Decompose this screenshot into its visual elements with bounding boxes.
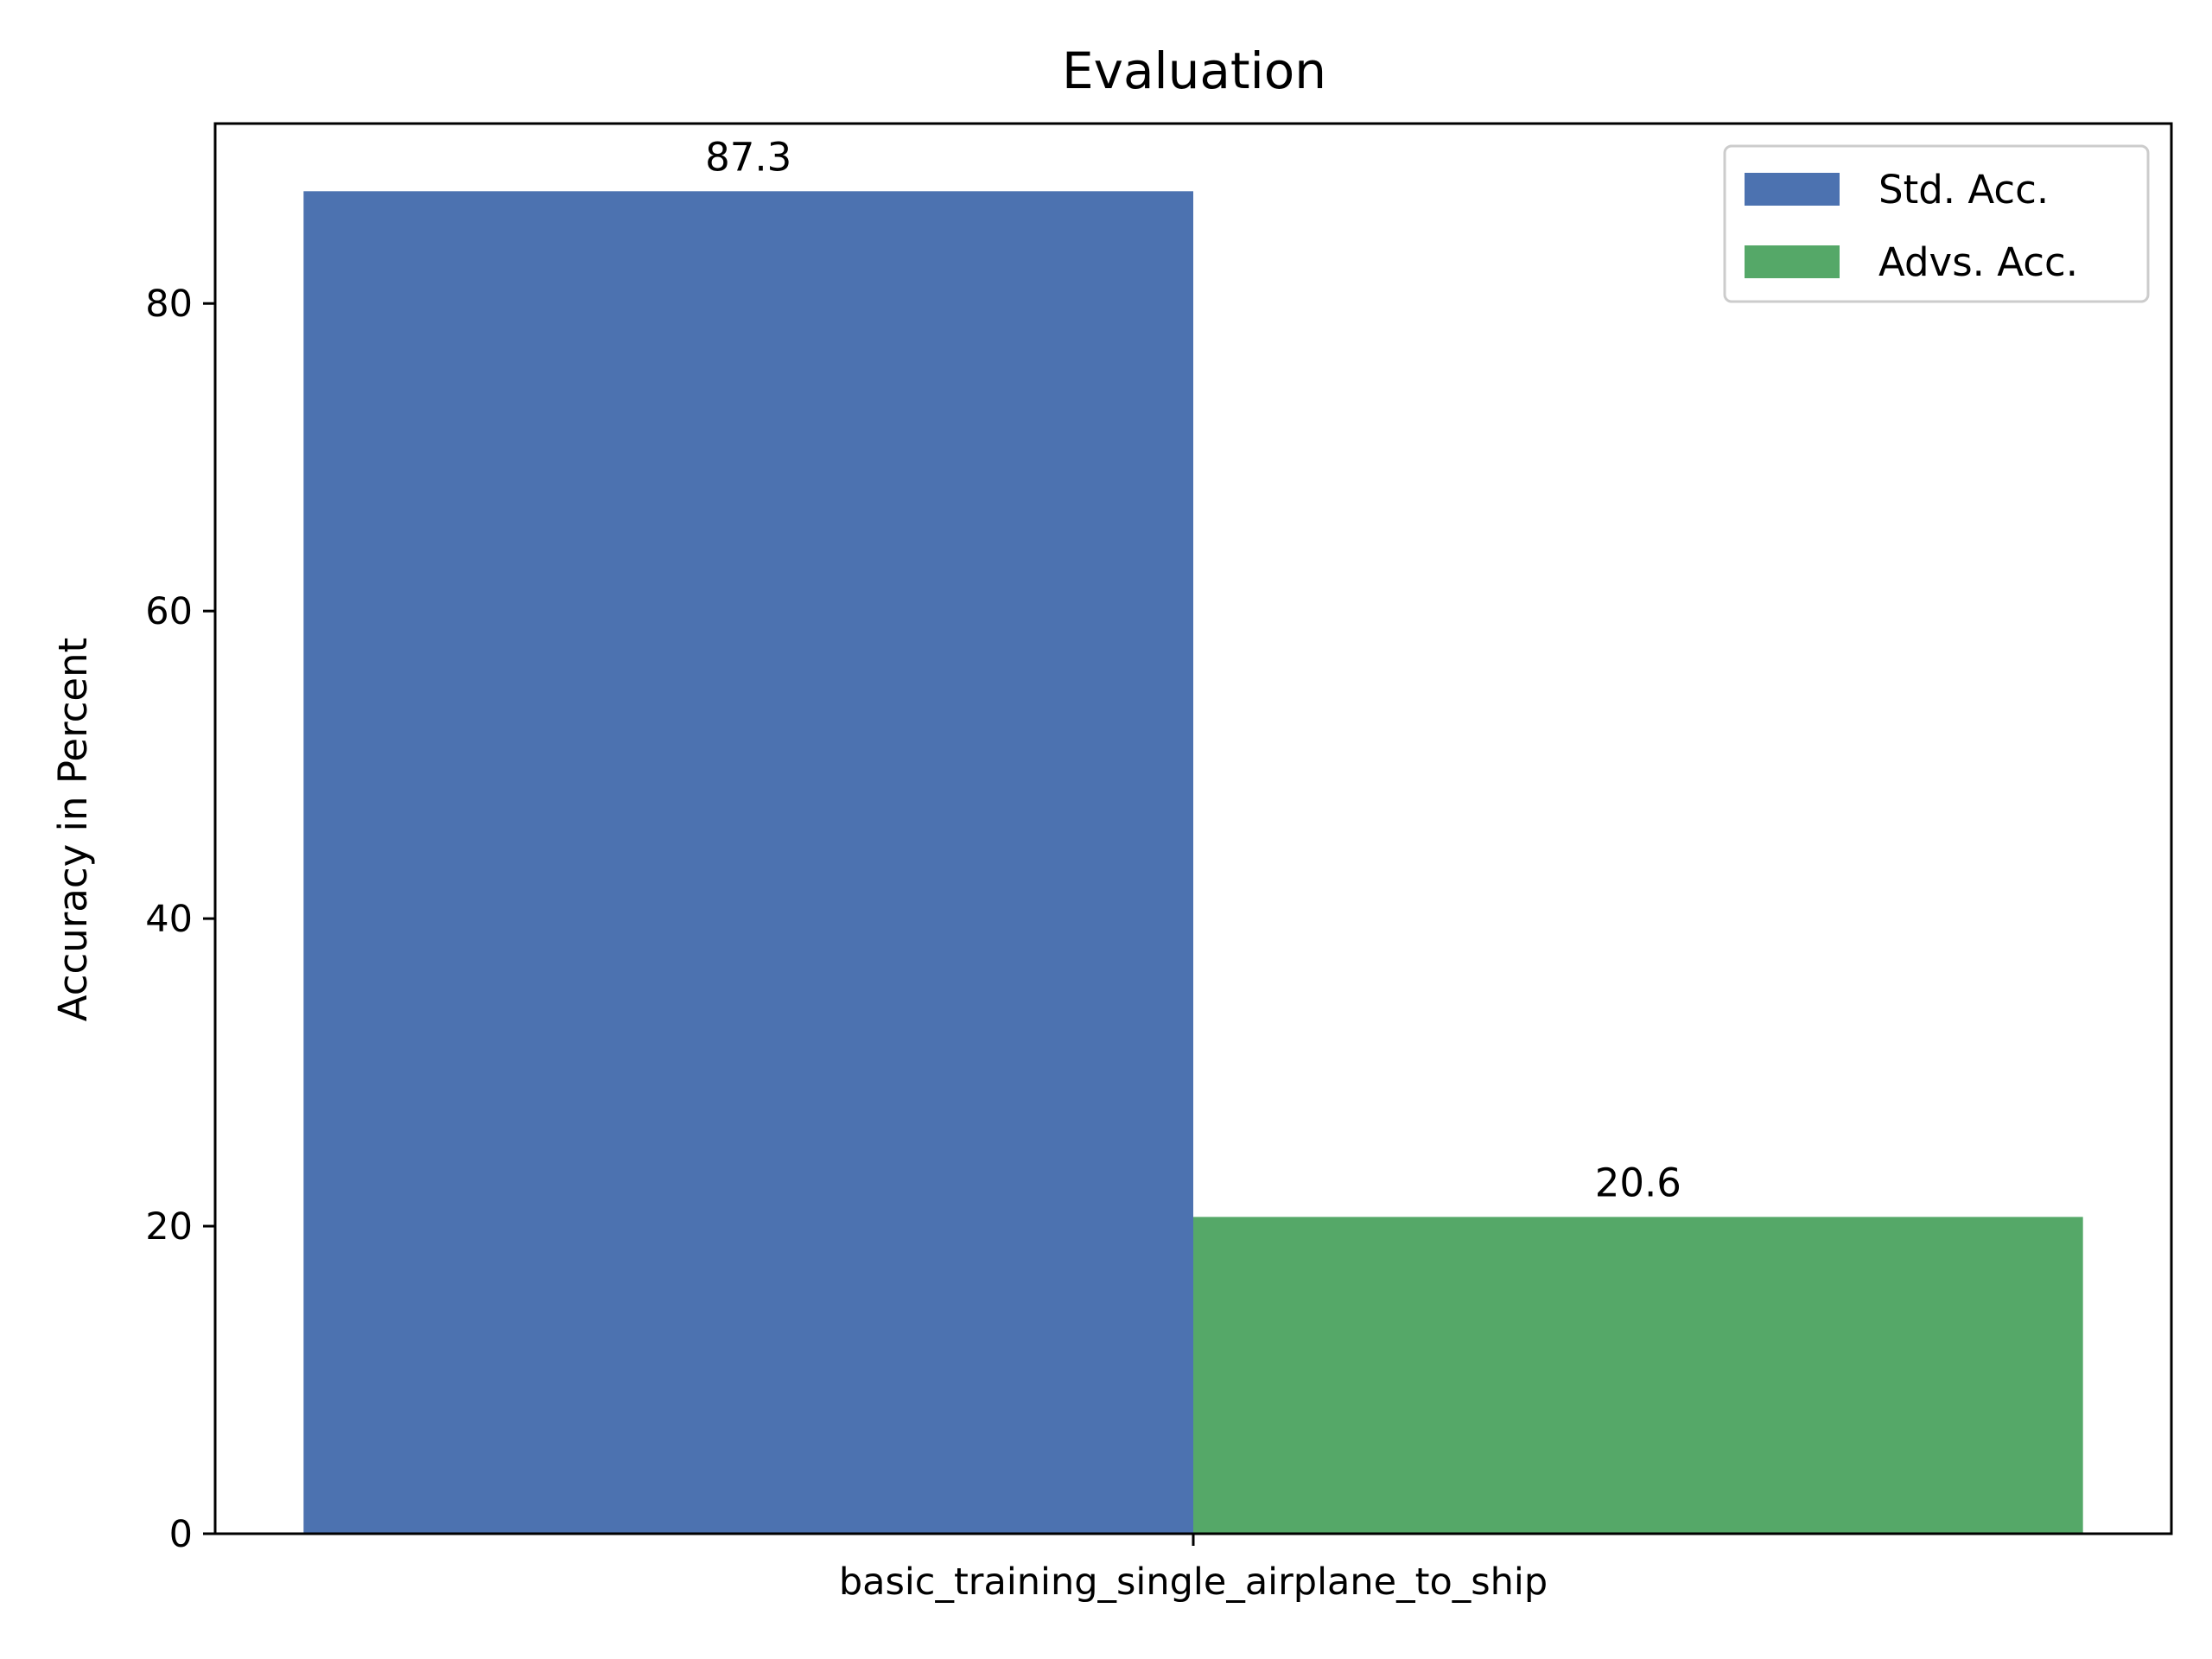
legend-label-1: Advs. Acc. <box>1878 239 2078 285</box>
y-axis: 0 20 40 60 80 <box>145 283 215 1556</box>
legend-swatch-1 <box>1745 245 1840 278</box>
data-label-0-0: 87.3 <box>705 134 791 180</box>
y-tick-label-3: 60 <box>145 590 193 633</box>
x-tick-label-0: basic_training_single_airplane_to_ship <box>839 1560 1548 1604</box>
y-axis-label: Accuracy in Percent <box>50 638 96 1021</box>
bar-0-0 <box>303 191 1194 1535</box>
data-label-1-0: 20.6 <box>1595 1160 1681 1205</box>
legend-label-0: Std. Acc. <box>1878 167 2049 213</box>
legend-swatch-0 <box>1745 173 1840 206</box>
bar-1-0 <box>1193 1217 2083 1534</box>
x-axis: basic_training_single_airplane_to_ship <box>839 1534 1548 1604</box>
bars-layer <box>303 191 2083 1535</box>
y-tick-label-2: 40 <box>145 898 193 941</box>
y-tick-label-4: 80 <box>145 283 193 326</box>
y-tick-label-1: 20 <box>145 1205 193 1249</box>
data-labels-layer: 87.3 20.6 <box>705 134 1681 1205</box>
chart-title: Evaluation <box>1062 41 1326 100</box>
y-tick-label-0: 0 <box>169 1513 193 1556</box>
legend: Std. Acc. Advs. Acc. <box>1723 144 2150 303</box>
plot-frame <box>213 122 2173 1535</box>
